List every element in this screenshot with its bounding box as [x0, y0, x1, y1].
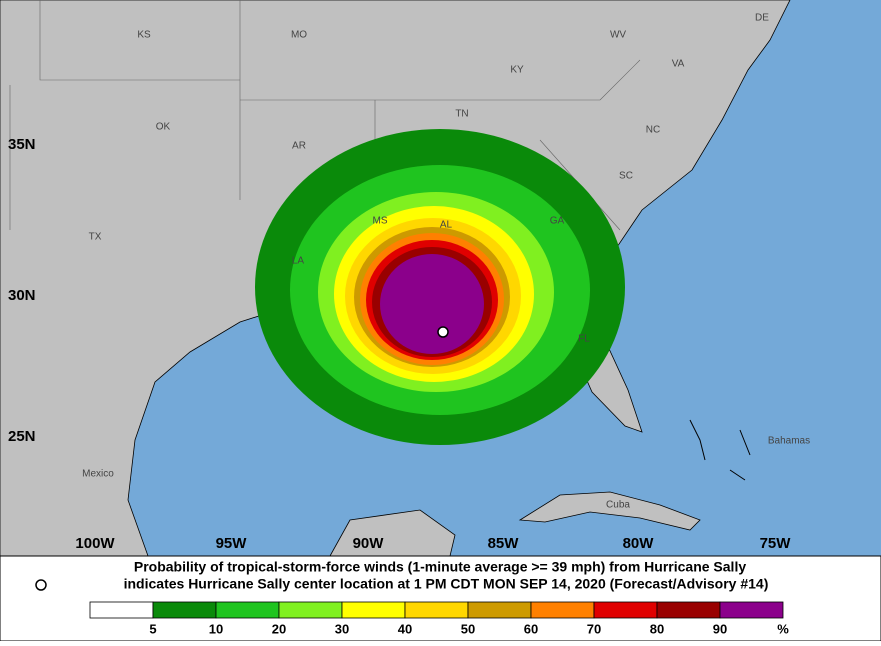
probability-contours: [255, 129, 625, 445]
longitude-label: 100W: [75, 535, 115, 552]
center-symbol: [35, 579, 47, 591]
legend-swatch: [215, 601, 280, 619]
region-label: TN: [455, 109, 468, 120]
legend-tick: 80: [650, 621, 664, 636]
region-label: OK: [156, 122, 171, 133]
map-labels: KS MO WV VA KY TN NC OK AR SC MS AL GA TX LA FL DE Mexico…: [8, 13, 810, 552]
legend-swatch: [278, 601, 343, 619]
cuba: [518, 491, 701, 531]
longitude-label: 80W: [623, 535, 655, 552]
caption-line: Probability of tropical-storm-force wind…: [134, 559, 746, 575]
legend-swatch: [656, 601, 721, 619]
region-label: MO: [291, 30, 307, 41]
region-label: MS: [373, 216, 388, 227]
legend-tick: 5: [149, 621, 156, 636]
legend-swatch: [467, 601, 532, 619]
latitude-label: 30N: [8, 287, 36, 304]
legend-swatch: [404, 601, 469, 619]
contour-ring: [380, 254, 484, 354]
region-label: GA: [550, 216, 565, 227]
longitude-label: 95W: [216, 535, 248, 552]
region-label: VA: [672, 59, 685, 70]
bahamas-islands: [689, 419, 751, 481]
legend-tick: 40: [398, 621, 412, 636]
legend-tick: 70: [587, 621, 601, 636]
latitude-label: 35N: [8, 136, 36, 153]
latitude-label: 25N: [8, 428, 36, 445]
region-label: NC: [646, 125, 660, 136]
legend-swatch: [89, 601, 154, 619]
legend-swatch: [530, 601, 595, 619]
legend-swatch: [341, 601, 406, 619]
region-label: TX: [89, 232, 102, 243]
legend-swatch: [719, 601, 784, 619]
region-label: Mexico: [82, 469, 114, 480]
legend-tick: 50: [461, 621, 475, 636]
region-label: DE: [755, 13, 769, 24]
region-label: WV: [610, 30, 626, 41]
caption-panel: [0, 555, 881, 642]
longitude-label: 85W: [488, 535, 520, 552]
region-label: LA: [292, 256, 305, 267]
region-label: SC: [619, 171, 633, 182]
legend-swatch: [152, 601, 217, 619]
region-label: KY: [510, 65, 524, 76]
region-label: Cuba: [606, 500, 630, 511]
region-label: AR: [292, 141, 306, 152]
legend-tick: 90: [713, 621, 727, 636]
legend: 5 10 20 30 40 50 60 70 80 90%: [89, 601, 789, 636]
legend-tick: 10: [209, 621, 223, 636]
legend-tick: 20: [272, 621, 286, 636]
region-label: KS: [137, 30, 151, 41]
caption-line: indicates Hurricane Sally center locatio…: [124, 576, 769, 592]
legend-swatch: [593, 601, 658, 619]
legend-tick: 30: [335, 621, 349, 636]
longitude-label: 90W: [353, 535, 385, 552]
legend-tick: 60: [524, 621, 538, 636]
legend-unit: %: [777, 621, 789, 636]
region-label: AL: [440, 220, 453, 231]
storm-center: [437, 326, 449, 338]
region-label: Bahamas: [768, 436, 810, 447]
longitude-label: 75W: [760, 535, 792, 552]
region-label: FL: [578, 334, 590, 345]
